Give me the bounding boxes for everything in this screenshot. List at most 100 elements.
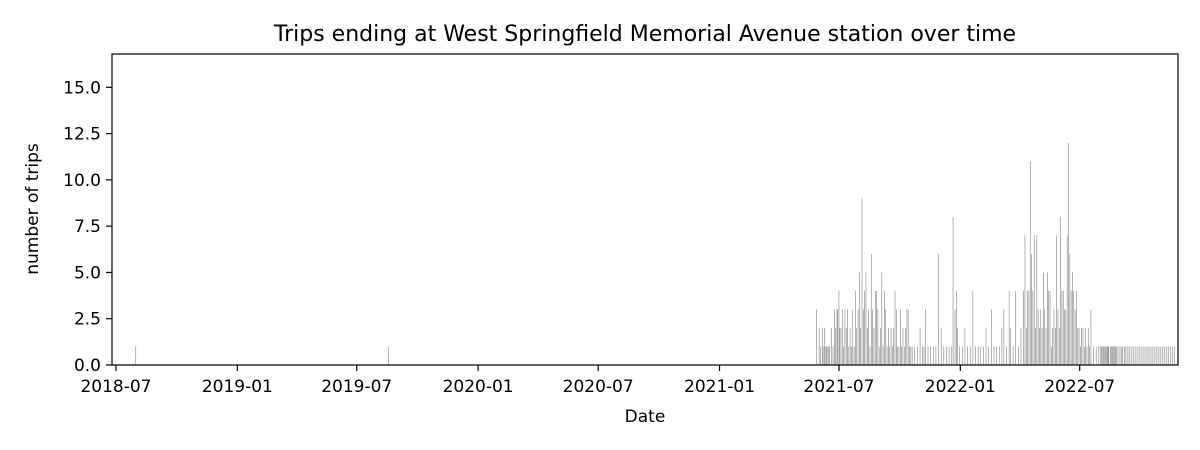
bar [1025, 327, 1027, 365]
bar [897, 346, 898, 365]
bar [868, 309, 869, 365]
bar [1069, 253, 1071, 365]
bar [826, 346, 827, 365]
bar [831, 327, 832, 365]
bar [1150, 346, 1152, 365]
bar [824, 346, 826, 365]
bar [980, 346, 982, 365]
bar [1098, 346, 1100, 365]
bar [1066, 235, 1068, 365]
bar [877, 309, 879, 365]
bar [996, 346, 997, 365]
bar [1125, 346, 1127, 365]
bar [1107, 346, 1109, 365]
bar [1068, 142, 1069, 365]
bar [1035, 327, 1036, 365]
bar [1101, 346, 1102, 365]
bar [1080, 346, 1081, 365]
y-tick-label: 2.5 [74, 310, 101, 330]
bar [946, 346, 947, 365]
bar [1116, 346, 1117, 365]
bar [905, 327, 906, 365]
bar [1095, 346, 1097, 365]
bar [1110, 346, 1112, 365]
bar [1087, 327, 1089, 365]
bar [1032, 290, 1034, 365]
bar [838, 290, 840, 365]
x-tick-label: 2019-01 [202, 377, 273, 397]
bar [1043, 272, 1044, 365]
bar [896, 309, 897, 365]
bar [840, 327, 842, 365]
bar [957, 327, 958, 365]
bar [1060, 216, 1061, 365]
bar [1174, 346, 1175, 365]
bar [1090, 309, 1092, 365]
bar [1148, 346, 1150, 365]
bar [938, 253, 939, 365]
bar [1003, 309, 1005, 365]
bar [1124, 346, 1125, 365]
bar [1074, 309, 1076, 365]
bar [870, 253, 872, 365]
x-axis-label: Date [625, 407, 666, 427]
x-axis: 2018-07 2019-01 2019-07 2020-01 2020-07 2021-… [80, 365, 1115, 397]
bar [1057, 309, 1059, 365]
bar [876, 290, 877, 365]
bar [889, 346, 891, 365]
bar [1082, 327, 1084, 365]
bar [852, 309, 854, 365]
bar [1010, 327, 1011, 365]
bar [1072, 272, 1073, 365]
bar [909, 346, 910, 365]
bar [836, 309, 838, 365]
bar [888, 327, 889, 365]
bar [1047, 272, 1048, 365]
bar [977, 346, 979, 365]
bar [1078, 327, 1080, 365]
bar [1086, 346, 1088, 365]
bar [993, 346, 995, 365]
x-tick-label: 2021-07 [803, 377, 874, 397]
bar [829, 346, 830, 365]
bar [844, 309, 846, 365]
bar [907, 309, 909, 365]
bar [869, 346, 871, 365]
bar [1031, 253, 1032, 365]
bar [874, 290, 876, 365]
x-tick-label: 2021-01 [684, 377, 755, 397]
x-tick-label: 2020-07 [563, 377, 634, 397]
x-tick-label: 2022-01 [925, 377, 996, 397]
bar [1152, 346, 1154, 365]
bar [1037, 309, 1039, 365]
bar [1077, 327, 1079, 365]
bar [988, 346, 989, 365]
bar [1142, 346, 1144, 365]
bar [927, 346, 929, 365]
bar [1033, 235, 1035, 365]
bar [1168, 346, 1170, 365]
bar [1113, 346, 1114, 365]
bar [872, 309, 873, 365]
bar [1162, 346, 1164, 365]
bar [1160, 346, 1162, 365]
bar [839, 327, 840, 365]
bar [867, 327, 868, 365]
bar [922, 346, 924, 365]
plot-frame [111, 53, 1179, 366]
bar [956, 290, 957, 365]
bar [1020, 327, 1022, 365]
bar [898, 346, 900, 365]
bar [893, 327, 894, 365]
bar [1052, 327, 1053, 365]
x-tick-label: 2020-01 [443, 377, 514, 397]
chart-title: Trips ending at West Springfield Memoria… [273, 22, 1016, 47]
bar [1055, 327, 1056, 365]
bar [1172, 346, 1174, 365]
bar [881, 272, 883, 365]
bar [1029, 161, 1031, 365]
bar [1146, 346, 1148, 365]
bar [1006, 346, 1007, 365]
bar [1081, 327, 1082, 365]
bar [1048, 290, 1050, 365]
